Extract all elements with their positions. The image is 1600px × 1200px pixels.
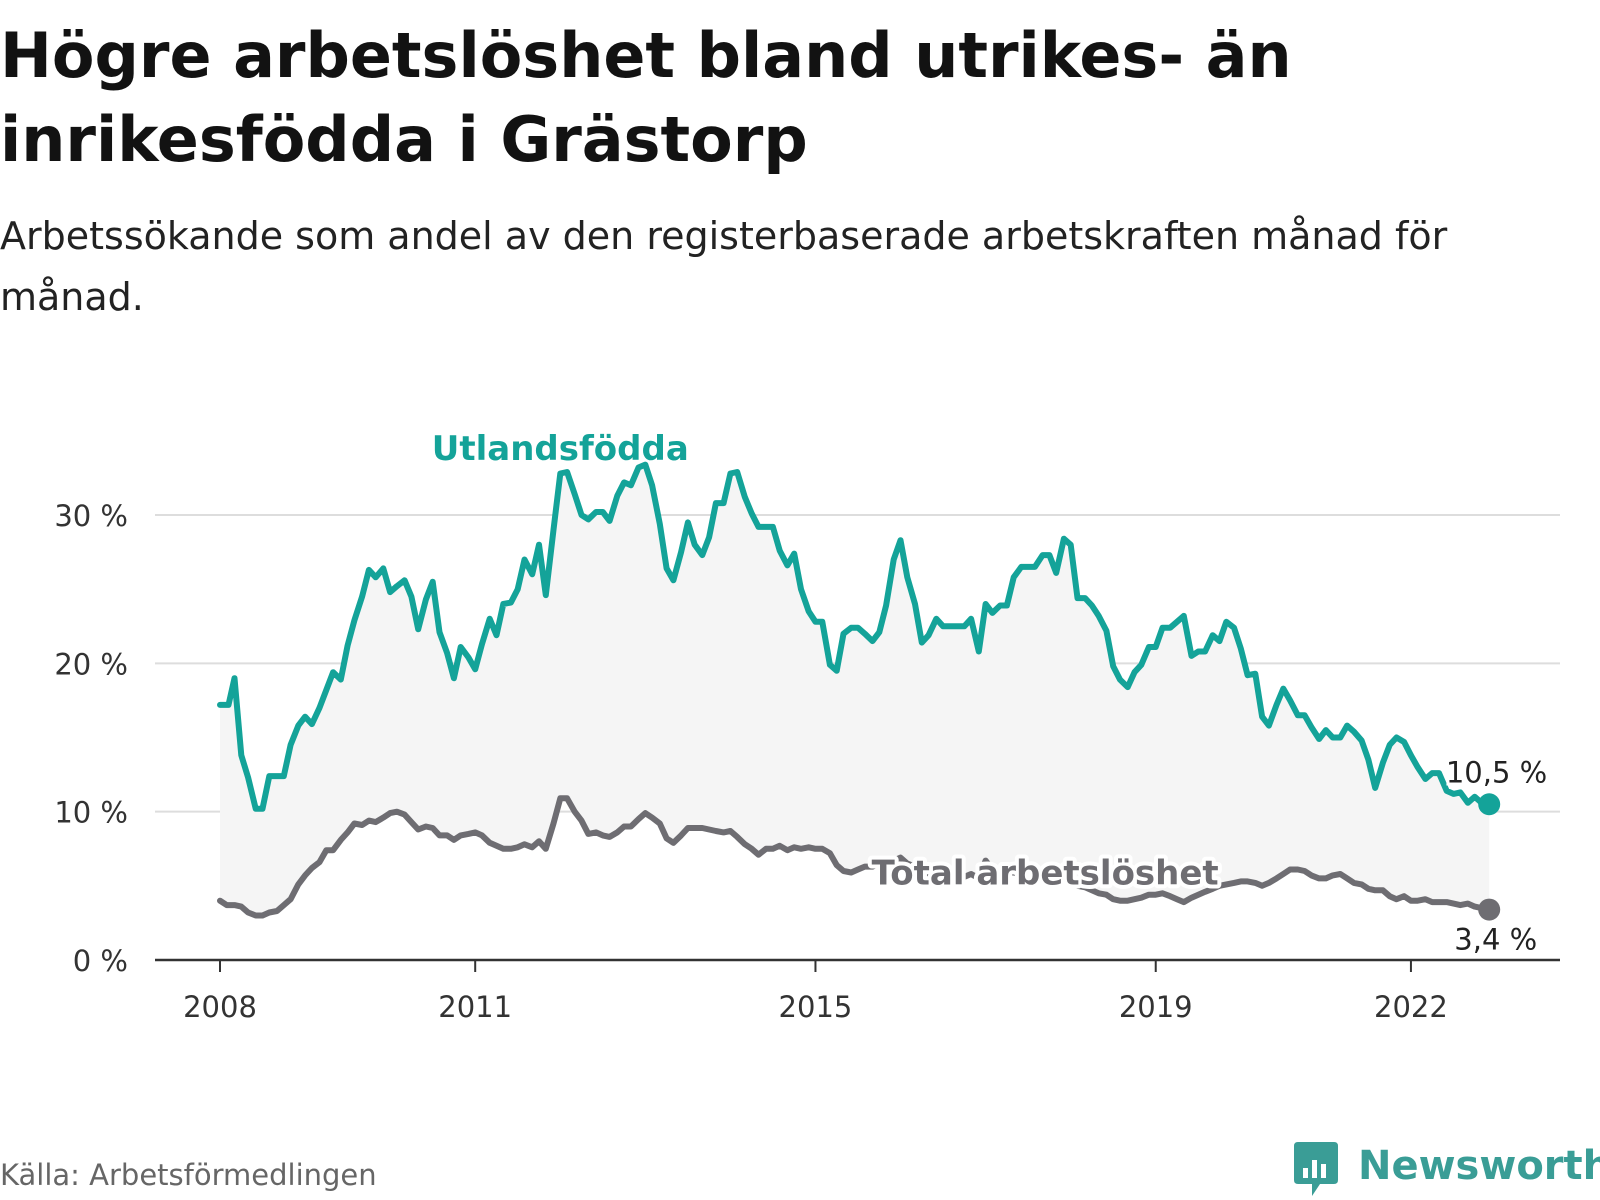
- brand-name: Newsworthy: [1358, 1143, 1600, 1189]
- x-tick-label: 2022: [1374, 990, 1448, 1024]
- newsworthy-bar-chart-icon: [1294, 1142, 1338, 1196]
- chart-subtitle: Arbetssökande som andel av den registerb…: [0, 214, 1448, 319]
- x-tick-label: 2011: [438, 990, 512, 1024]
- x-tick-label: 2008: [183, 990, 257, 1024]
- series-line-utlandsfodda: [217, 461, 1493, 812]
- end-marker-utlandsfodda: [1478, 793, 1501, 816]
- chart-title: Högre arbetslöshet bland utrikes- än inr…: [0, 19, 1292, 176]
- series-label-total: Total arbetslöshet: [872, 853, 1219, 893]
- end-value-label-total: 3,4 %: [1454, 923, 1537, 957]
- end-marker-total: [1478, 898, 1501, 921]
- series-line-total: [217, 795, 1493, 919]
- range-band: [220, 464, 1490, 916]
- series-lines: [217, 461, 1501, 921]
- x-tick-label: 2019: [1119, 990, 1193, 1024]
- y-tick-label: 20 %: [54, 647, 128, 681]
- source-note: Källa: Arbetsförmedlingen: [0, 1158, 377, 1192]
- x-tick-label: 2015: [779, 990, 853, 1024]
- band-area: [220, 464, 1490, 916]
- series-label-utlandsfodda: Utlandsfödda: [432, 429, 689, 469]
- axes: [155, 958, 1560, 972]
- y-tick-label: 0 %: [73, 944, 128, 978]
- line-chart: 0 % 10 % 20 % 30 % 2008 2011 2015 2019 2022 Utlan…: [54, 429, 1560, 1024]
- y-tick-label: 10 %: [54, 796, 128, 830]
- y-tick-label: 30 %: [54, 499, 128, 533]
- labels: 0 % 10 % 20 % 30 % 2008 2011 2015 2019 2022 Utlan…: [54, 429, 1550, 1024]
- end-value-label-utlandsfodda: 10,5 %: [1446, 755, 1547, 789]
